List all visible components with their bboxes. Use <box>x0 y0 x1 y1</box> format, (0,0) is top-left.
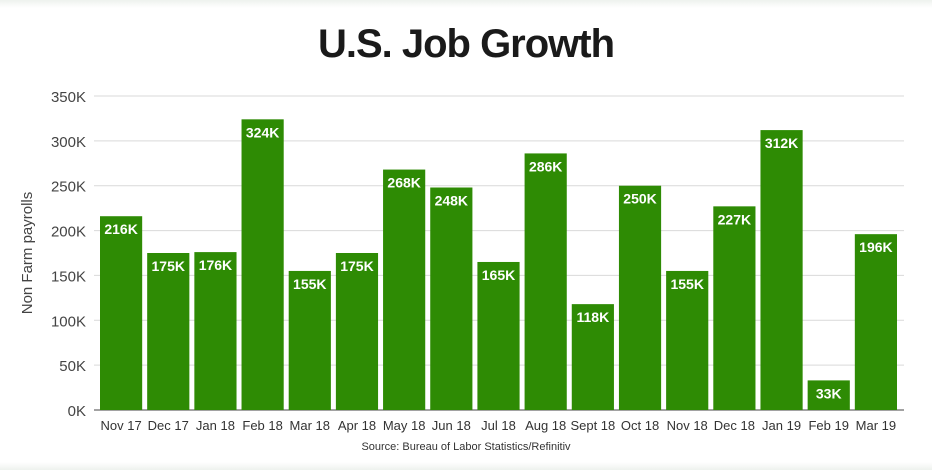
data-label: 216K <box>104 221 137 237</box>
y-tick-label: 100K <box>51 313 86 330</box>
x-tick-label: Mar 19 <box>856 418 896 433</box>
x-tick-label: Sept 18 <box>570 418 615 433</box>
x-tick-label: Feb 19 <box>808 418 848 433</box>
x-tick-label: Apr 18 <box>338 418 376 433</box>
y-tick-label: 0K <box>68 403 86 420</box>
x-tick-label: Jan 19 <box>762 418 801 433</box>
bar <box>760 130 803 410</box>
source-note: Source: Bureau of Labor Statistics/Refin… <box>361 441 571 453</box>
data-label: 155K <box>293 276 326 292</box>
data-label: 286K <box>529 158 562 174</box>
bar <box>383 169 426 410</box>
data-label: 227K <box>718 211 751 227</box>
y-tick-label: 50K <box>59 358 86 375</box>
y-tick-label: 350K <box>51 89 86 106</box>
x-tick-label: Jan 18 <box>196 418 235 433</box>
data-label: 268K <box>387 175 420 191</box>
bottom-fade <box>0 462 932 470</box>
x-tick-label: Mar 18 <box>290 418 330 433</box>
data-label: 248K <box>435 193 468 209</box>
bar <box>430 187 473 410</box>
y-axis-title: Non Farm payrolls <box>19 192 36 315</box>
data-label: 175K <box>340 258 373 274</box>
bar <box>100 216 143 410</box>
data-label: 250K <box>623 191 656 207</box>
data-label: 175K <box>152 258 185 274</box>
bar <box>854 234 897 410</box>
bar <box>194 252 237 410</box>
x-tick-label: Feb 18 <box>242 418 282 433</box>
bar <box>666 270 709 410</box>
bar <box>241 119 284 410</box>
data-label: 324K <box>246 124 279 140</box>
bar <box>807 380 850 410</box>
x-tick-label: Dec 17 <box>148 418 189 433</box>
top-fade <box>0 0 932 8</box>
data-label: 196K <box>859 239 892 255</box>
data-label: 165K <box>482 267 515 283</box>
x-tick-label: Aug 18 <box>525 418 566 433</box>
y-tick-label: 250K <box>51 179 86 196</box>
bar <box>524 153 567 410</box>
x-tick-label: Jul 18 <box>481 418 516 433</box>
x-tick-label: Nov 17 <box>100 418 141 433</box>
bar <box>477 261 520 410</box>
bar <box>288 270 331 410</box>
bar <box>713 206 756 410</box>
bar <box>571 304 614 410</box>
y-tick-label: 150K <box>51 268 86 285</box>
y-tick-label: 200K <box>51 224 86 241</box>
data-label: 33K <box>816 385 842 401</box>
bar <box>618 185 662 410</box>
x-tick-label: Oct 18 <box>621 418 659 433</box>
x-tick-label: Nov 18 <box>667 418 708 433</box>
chart-title: U.S. Job Growth <box>317 22 615 66</box>
bar <box>335 253 379 410</box>
data-label: 155K <box>670 276 703 292</box>
bar <box>147 253 190 410</box>
x-tick-label: Dec 18 <box>714 418 755 433</box>
data-label: 118K <box>577 309 610 325</box>
data-label: 176K <box>199 257 232 273</box>
data-label: 312K <box>765 135 798 151</box>
y-tick-label: 300K <box>51 134 86 151</box>
x-tick-label: May 18 <box>383 418 426 433</box>
x-tick-label: Jun 18 <box>432 418 471 433</box>
